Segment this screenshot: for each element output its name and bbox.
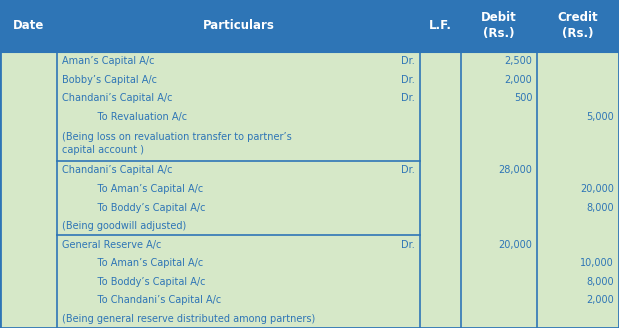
Text: 5,000: 5,000 — [586, 112, 614, 122]
Text: 500: 500 — [514, 93, 532, 103]
Bar — [0, 52, 619, 328]
Bar — [0, 0, 619, 52]
Text: Dr.: Dr. — [401, 56, 415, 66]
Text: General Reserve A/c: General Reserve A/c — [62, 240, 162, 250]
Text: 10,000: 10,000 — [580, 258, 614, 268]
Text: To Boddy’s Capital A/c: To Boddy’s Capital A/c — [85, 203, 206, 213]
Text: Chandani’s Capital A/c: Chandani’s Capital A/c — [62, 166, 173, 175]
Text: 8,000: 8,000 — [586, 203, 614, 213]
Text: 20,000: 20,000 — [498, 240, 532, 250]
Text: Date: Date — [13, 19, 44, 32]
Text: To Aman’s Capital A/c: To Aman’s Capital A/c — [85, 258, 203, 268]
Text: 28,000: 28,000 — [498, 166, 532, 175]
Text: Credit
(Rs.): Credit (Rs.) — [558, 11, 599, 40]
Text: 20,000: 20,000 — [580, 184, 614, 194]
Text: 8,000: 8,000 — [586, 277, 614, 287]
Text: Dr.: Dr. — [401, 240, 415, 250]
Text: 2,000: 2,000 — [586, 295, 614, 305]
Text: Dr.: Dr. — [401, 75, 415, 85]
Text: To Revaluation A/c: To Revaluation A/c — [85, 112, 187, 122]
Text: L.F.: L.F. — [429, 19, 452, 32]
Text: Chandani’s Capital A/c: Chandani’s Capital A/c — [62, 93, 173, 103]
Text: 2,000: 2,000 — [504, 75, 532, 85]
Text: Debit
(Rs.): Debit (Rs.) — [482, 11, 517, 40]
Text: To Boddy’s Capital A/c: To Boddy’s Capital A/c — [85, 277, 206, 287]
Text: Dr.: Dr. — [401, 93, 415, 103]
Text: (Being general reserve distributed among partners): (Being general reserve distributed among… — [62, 314, 315, 324]
Text: To Aman’s Capital A/c: To Aman’s Capital A/c — [85, 184, 203, 194]
Text: Dr.: Dr. — [401, 166, 415, 175]
Text: (Being goodwill adjusted): (Being goodwill adjusted) — [62, 221, 186, 231]
Text: Aman’s Capital A/c: Aman’s Capital A/c — [62, 56, 154, 66]
Text: (Being loss on revaluation transfer to partner’s
capital account ): (Being loss on revaluation transfer to p… — [62, 132, 292, 155]
Text: 2,500: 2,500 — [504, 56, 532, 66]
Text: Bobby’s Capital A/c: Bobby’s Capital A/c — [62, 75, 157, 85]
Text: Particulars: Particulars — [202, 19, 274, 32]
Text: To Chandani’s Capital A/c: To Chandani’s Capital A/c — [85, 295, 221, 305]
